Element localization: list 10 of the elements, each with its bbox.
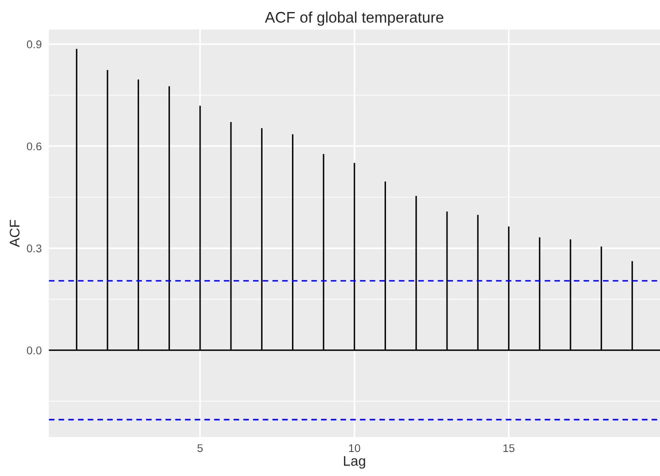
y-axis-title: ACF: [10, 220, 20, 248]
y-tick-label: 0.9: [26, 40, 42, 48]
y-tick-label: 0.0: [26, 346, 42, 354]
x-tick-label: 10: [349, 444, 360, 452]
chart-title: ACF of global temperature: [264, 11, 444, 26]
y-tick-label: 0.6: [26, 142, 42, 150]
y-tick-label: 0.3: [26, 244, 42, 252]
x-tick-label: 5: [197, 444, 203, 452]
x-tick-label: 15: [503, 444, 514, 452]
x-axis-title: Lag: [344, 456, 366, 469]
